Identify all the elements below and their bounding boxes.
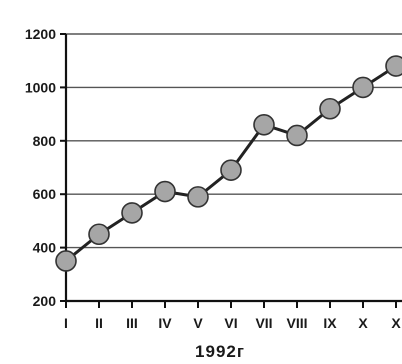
data-point-VII (253, 113, 275, 136)
x-tick-label-7: VII (255, 315, 272, 331)
x-tick-label-4: IV (158, 315, 172, 331)
x-tick-label-8: VIII (286, 315, 307, 331)
data-point-XI (385, 55, 402, 77)
x-axis-label: 1992г (195, 342, 245, 361)
y-tick-label-1200: 1200 (25, 26, 56, 42)
grid-lines (66, 33, 402, 249)
data-points (55, 55, 402, 272)
x-tick-label-9: IX (323, 315, 337, 331)
y-tick-label-1000: 1000 (25, 79, 56, 95)
cropped-top-caption (120, 0, 280, 6)
x-tick-label-3: III (126, 315, 138, 331)
data-point-IV (154, 180, 176, 203)
x-tick-label-1: I (64, 315, 68, 331)
x-tick-label-11: X (391, 315, 401, 331)
x-tick-label-6: VI (224, 315, 237, 331)
data-point-III (121, 202, 143, 224)
y-tick-label-600: 600 (33, 186, 57, 202)
y-tick-label-200: 200 (33, 293, 57, 309)
y-tick-label-800: 800 (33, 133, 57, 149)
data-point-V (187, 186, 209, 208)
data-point-VI (220, 159, 242, 181)
x-axis-ticks: I II III IV V VI VII VIII IX X X (64, 301, 401, 331)
data-point-IX (319, 97, 341, 120)
x-tick-label-10: X (358, 315, 368, 331)
data-point-VIII (286, 124, 308, 147)
x-tick-label-2: II (95, 315, 103, 331)
data-point-I (55, 250, 77, 272)
y-tick-label-400: 400 (33, 240, 57, 256)
y-axis-ticks: 200 400 600 800 1000 1200 (25, 26, 66, 309)
x-tick-label-5: V (193, 315, 203, 331)
data-point-II (88, 223, 110, 246)
data-point-X (352, 76, 374, 99)
